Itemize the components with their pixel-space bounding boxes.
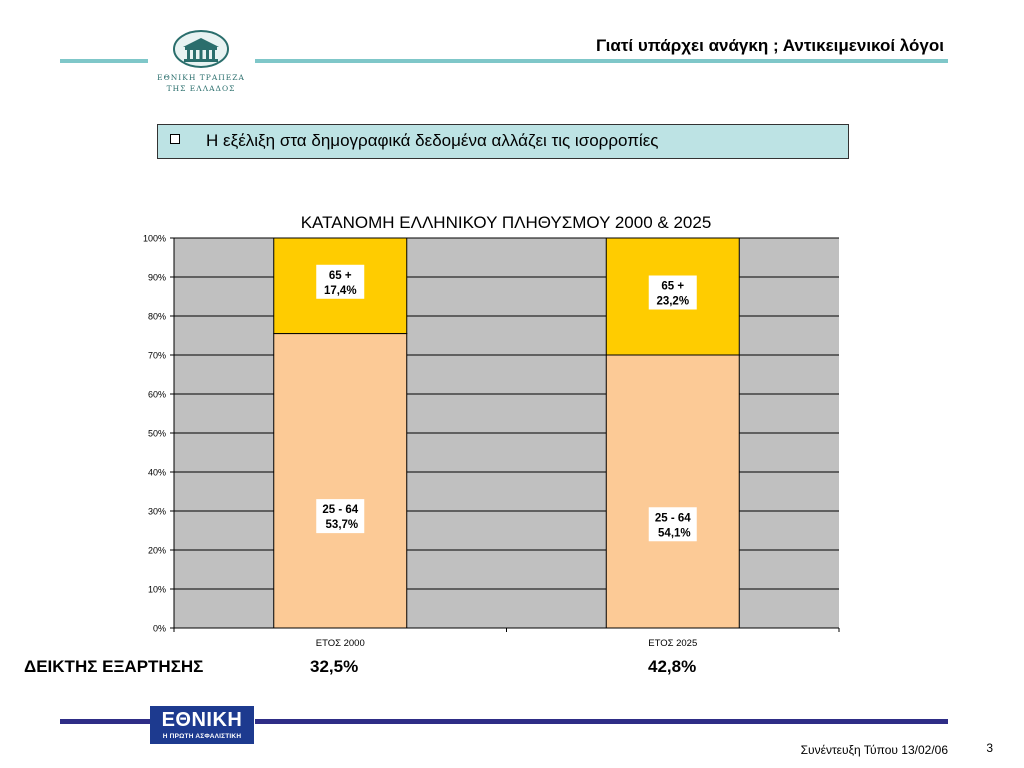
y-tick-label: 20% [148,546,166,556]
page-number: 3 [986,741,993,755]
top-rule-right [255,59,948,63]
national-bank-logo: ΕΘΝΙΚΗ ΤΡΑΠΕΖΑ ΤΗΣ ΕΛΛΑΔΟΣ [146,30,256,96]
national-bank-logo-text: ΕΘΝΙΚΗ ΤΡΑΠΕΖΑ ΤΗΣ ΕΛΛΑΔΟΣ [157,73,245,93]
y-tick-label: 80% [148,312,166,322]
y-tick-label: 50% [148,429,166,439]
dependency-index-2000: 32,5% [310,657,359,676]
data-label: 65 +17,4% [324,270,357,297]
bank-building-icon [173,30,229,68]
data-label-box [648,507,697,542]
top-rule-left [60,59,148,63]
slide-title: Γιατί υπάρχει ανάγκη ; Αντικειμενικοί λό… [595,36,944,55]
y-tick-label: 30% [148,507,166,517]
ethniki-brand-text: ΕΘΝΙΚΗ [161,709,243,731]
bullet-box: Η εξέλιξη στα δημογραφικά δεδομένα αλλάζ… [157,124,849,159]
bottom-rule-left [60,719,151,724]
y-tick-label: 10% [148,585,166,595]
bottom-rule-right [255,719,948,724]
data-label: 25 - 64 54,1% [655,512,691,539]
bullet-text: Η εξέλιξη στα δημογραφικά δεδομένα αλλάζ… [206,131,659,150]
y-tick-label: 60% [148,390,166,400]
y-tick-label: 0% [153,624,166,634]
data-label-box [648,275,697,310]
ethniki-tagline: Η ΠΡΩΤΗ ΑΣΦΑΛΙΣΤΙΚΗ [162,733,242,740]
y-tick-label: 100% [143,234,166,244]
x-category-label: ΕΤΟΣ 2025 [648,638,697,649]
bar-segment [605,354,740,629]
y-tick-label: 40% [148,468,166,478]
bar-segment [273,333,408,629]
data-label: 65 +23,2% [656,281,689,308]
checkbox-bullet-icon [170,134,180,144]
dependency-index-label: ΔΕΙΚΤΗΣ ΕΞΑΡΤΗΣΗΣ [24,657,204,676]
footer-text: Συνέντευξη Τύπου 13/02/06 [800,743,948,757]
chart-title: ΚΑΤΑΝΟΜΗ ΕΛΛΗΝΙΚΟΥ ΠΛΗΘΥΣΜΟΥ 2000 & 2025 [300,213,712,232]
y-tick-label: 90% [148,273,166,283]
dependency-index-2025: 42,8% [648,657,697,676]
y-tick-label: 70% [148,351,166,361]
x-category-label: ΕΤΟΣ 2000 [316,638,365,649]
data-label-box [316,264,365,299]
data-label: 25 - 64 53,7% [322,504,358,531]
data-label-box [316,499,365,534]
ethniki-insurance-logo: ΕΘΝΙΚΗ Η ΠΡΩΤΗ ΑΣΦΑΛΙΣΤΙΚΗ [150,706,254,744]
